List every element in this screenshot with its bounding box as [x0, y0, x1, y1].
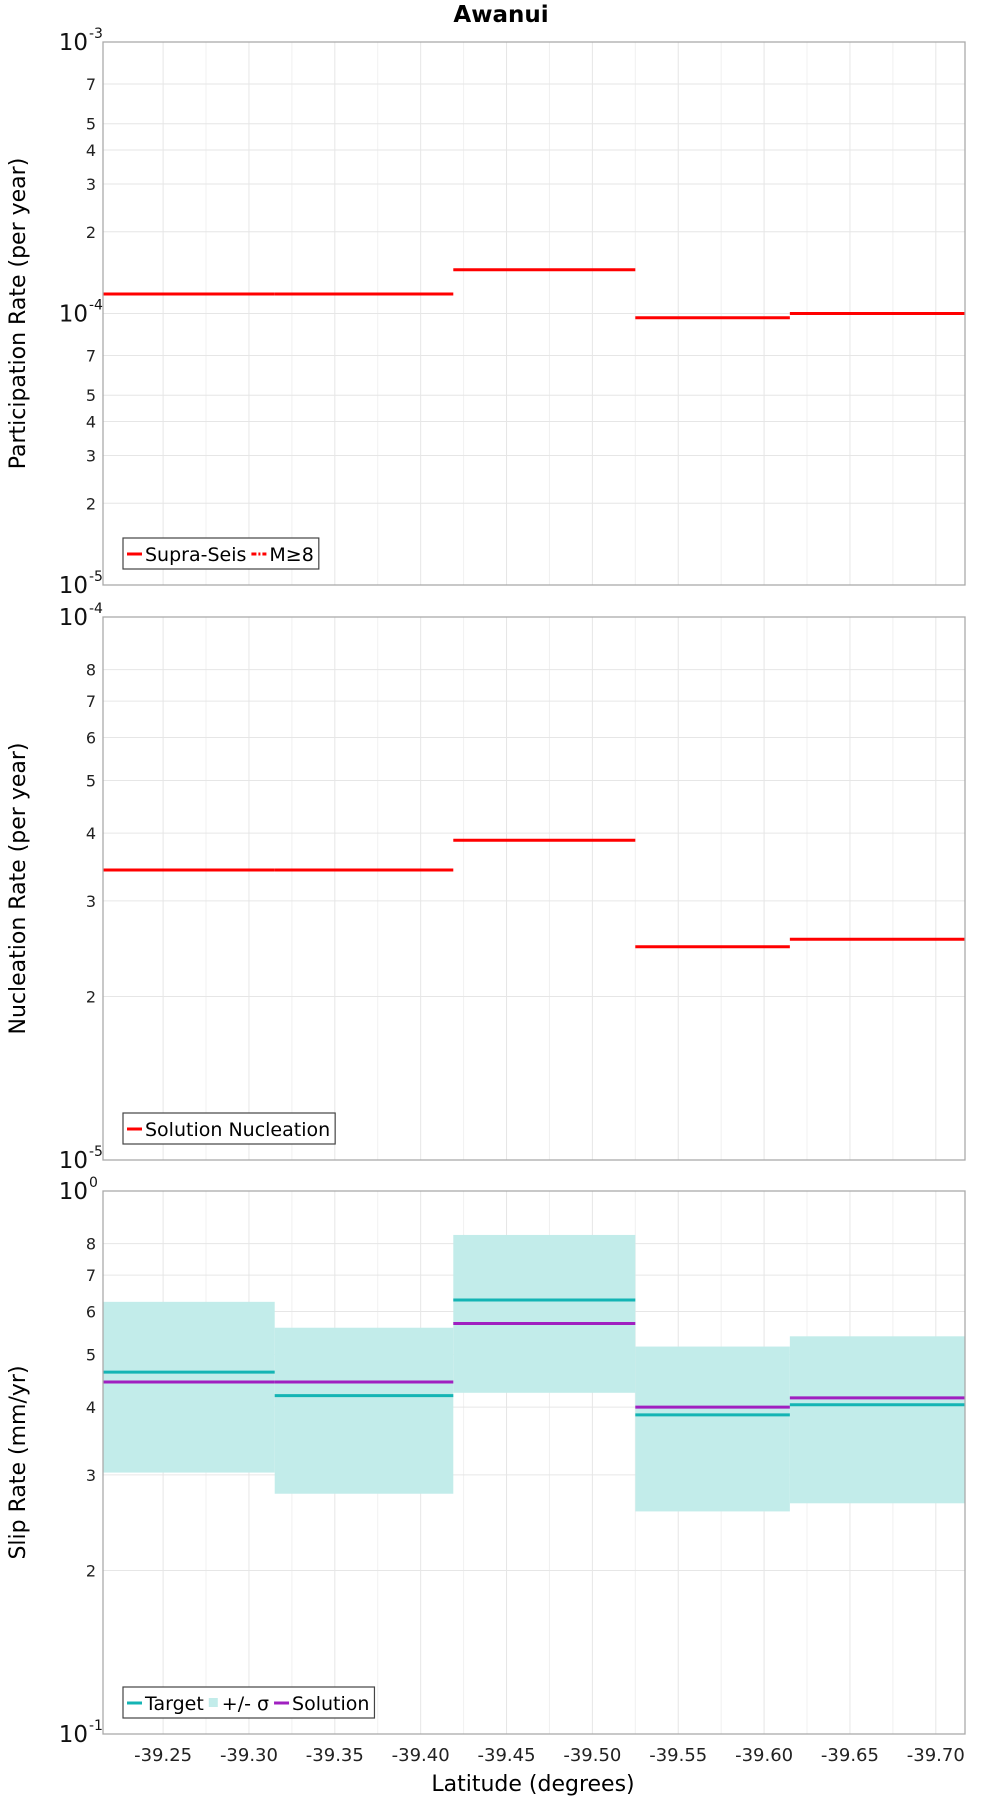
y-major-tick-exponent: -3: [89, 26, 103, 42]
plot-frame: [102, 41, 966, 586]
chart-title: Awanui: [453, 2, 548, 28]
y-tick-label: 3: [86, 446, 96, 465]
y-tick-label: 3: [86, 1466, 96, 1485]
sigma-band: [103, 1301, 275, 1473]
y-tick-label: 5: [86, 386, 96, 405]
y-major-tick-base: 10: [59, 605, 88, 631]
legend-label: Supra-Seis: [145, 544, 246, 566]
plot-frame: [102, 616, 966, 1161]
x-axis: -39.25 -39.30 -39.35 -39.40 -39.45 -39.50 -39.…: [134, 1745, 965, 1766]
y-tick-label: 4: [86, 413, 96, 432]
y-major-tick-exponent: -4: [89, 601, 103, 617]
legend-swatch-sigma: [208, 1698, 218, 1707]
y-axis-label: Slip Rate (mm/yr): [6, 1365, 31, 1559]
x-tick-label: -39.50: [563, 1745, 621, 1766]
x-tick-label: -39.35: [306, 1745, 364, 1766]
x-tick-label: -39.45: [478, 1745, 536, 1766]
y-major-tick-base: 10: [59, 30, 88, 56]
x-tick-label: -39.30: [220, 1745, 278, 1766]
legend: Target +/- σ Solution: [122, 1686, 376, 1719]
y-tick-label: 8: [86, 661, 96, 680]
y-tick-label: 7: [86, 1266, 96, 1285]
y-tick-label: 7: [86, 75, 96, 94]
plot-frame: [102, 1190, 966, 1735]
y-tick-label: 5: [86, 1345, 96, 1364]
legend-label: +/- σ: [222, 1693, 269, 1715]
y-major-tick-base: 10: [59, 573, 88, 599]
sigma-band: [274, 1327, 454, 1494]
y-tick-label: 2: [86, 988, 96, 1007]
legend-box: [122, 1112, 336, 1145]
x-axis-label: Latitude (degrees): [431, 1772, 634, 1797]
y-major-tick-exponent: -5: [89, 1144, 103, 1160]
x-tick-label: -39.65: [821, 1745, 879, 1766]
y-major-tick-exponent: -1: [89, 1718, 103, 1734]
legend-box: [122, 1686, 376, 1719]
y-major-tick-base: 10: [59, 1148, 88, 1174]
legend-label: Solution Nucleation: [145, 1119, 330, 1141]
y-major-tick-exponent: -4: [89, 298, 103, 314]
plot-area: [103, 617, 965, 1160]
x-tick-label: -39.60: [735, 1745, 793, 1766]
y-tick-label: 4: [86, 1398, 96, 1417]
y-major-tick-exponent: -5: [89, 569, 103, 585]
y-major-tick-exponent: 0: [89, 1175, 98, 1191]
y-tick-label: 6: [86, 728, 96, 747]
y-tick-label: 5: [86, 771, 96, 790]
legend: Solution Nucleation: [122, 1112, 336, 1145]
y-tick-label: 7: [86, 692, 96, 711]
y-tick-label: 5: [86, 115, 96, 134]
sigma-band: [635, 1346, 790, 1512]
legend-label: Solution: [292, 1693, 369, 1715]
y-tick-label: 2: [86, 1562, 96, 1581]
y-axis-label: Nucleation Rate (per year): [6, 743, 31, 1035]
x-tick-label: -39.40: [392, 1745, 450, 1766]
y-major-tick-base: 10: [59, 1179, 88, 1205]
legend-box: [122, 537, 320, 570]
y-tick-label: 6: [86, 1302, 96, 1321]
legend-label: Target: [144, 1693, 204, 1715]
x-tick-label: -39.55: [649, 1745, 707, 1766]
y-tick-label: 7: [86, 347, 96, 366]
y-tick-label: 2: [86, 223, 96, 242]
y-tick-label: 2: [86, 494, 96, 513]
y-major-tick-base: 10: [59, 302, 88, 328]
x-tick-label: -39.25: [134, 1745, 192, 1766]
legend-label: M≥8: [269, 544, 313, 566]
x-tick-label: -39.70: [907, 1745, 965, 1766]
sigma-band: [789, 1336, 965, 1504]
y-tick-label: 8: [86, 1235, 96, 1254]
legend: Supra-Seis M≥8: [122, 537, 320, 570]
y-tick-label: 3: [86, 892, 96, 911]
y-major-tick-base: 10: [59, 1722, 88, 1748]
y-axis-label: Participation Rate (per year): [6, 158, 31, 470]
sigma-band: [453, 1234, 636, 1393]
y-tick-label: 3: [86, 175, 96, 194]
y-tick-label: 4: [86, 824, 96, 843]
y-tick-label: 4: [86, 141, 96, 160]
